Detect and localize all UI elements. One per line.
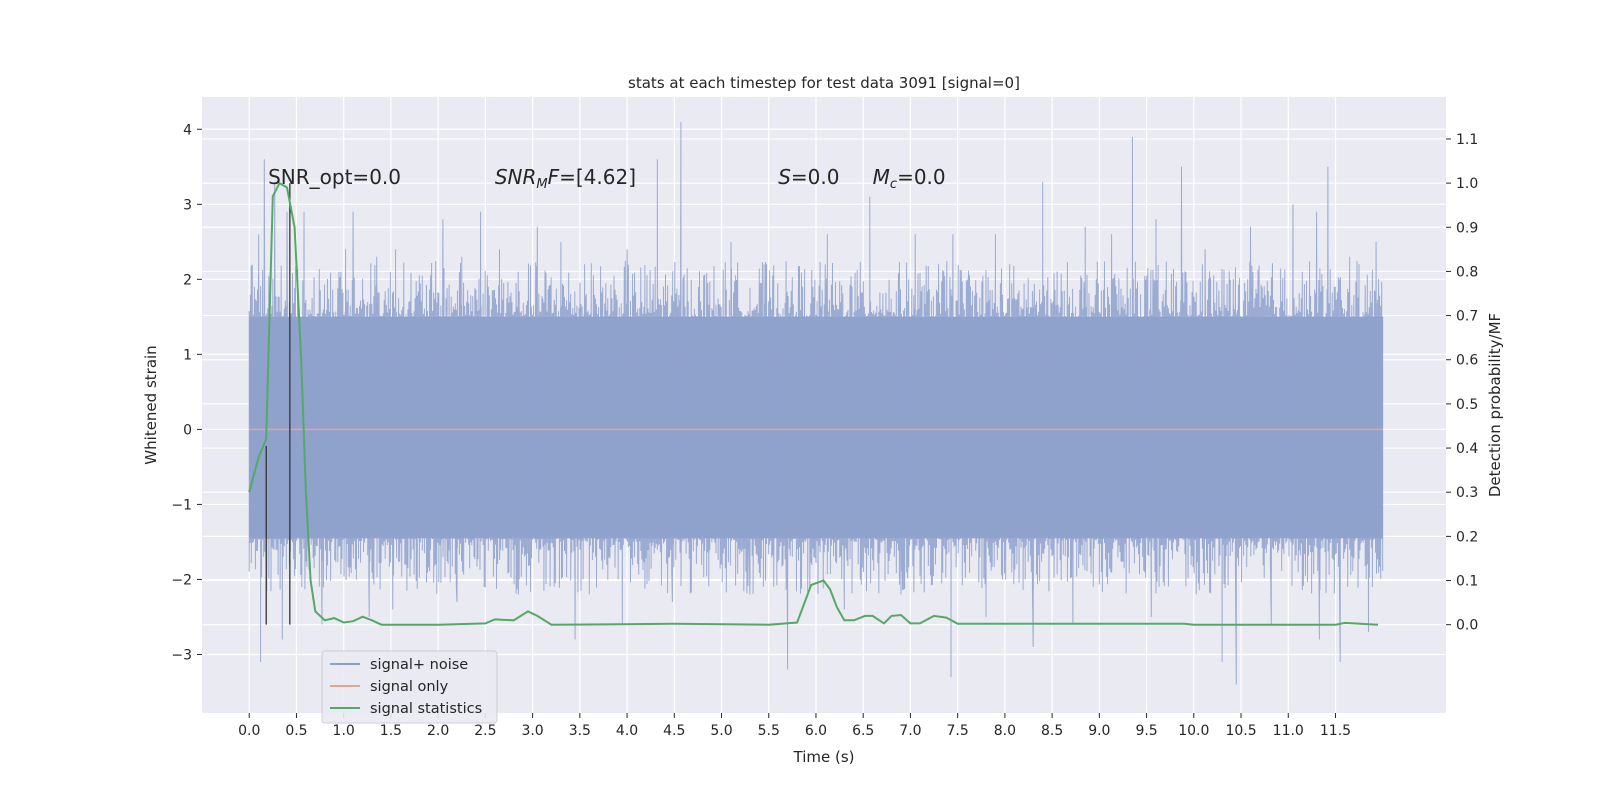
y-tick-label: −3 [171,647,192,663]
y-right-axis-label: Detection probability/MF [1486,313,1504,497]
x-tick-label: 5.5 [758,723,780,739]
x-axis-label: Time (s) [793,748,855,766]
x-tick-label: 0.5 [285,723,307,739]
annotation-text: SNRMF=[4.62] [495,165,636,192]
y-tick-label: 0 [183,422,192,438]
y-right-tick-label: 1.1 [1456,132,1478,148]
y-right-tick-label: 1.0 [1456,176,1478,192]
x-tick-label: 6.5 [852,723,874,739]
y-right-tick-label: 0.3 [1456,485,1478,501]
x-tick-label: 1.5 [380,723,402,739]
y-right-tick-label: 0.8 [1456,264,1478,280]
y-right-tick-label: 0.2 [1456,529,1478,545]
x-tick-label: 1.0 [333,723,355,739]
x-tick-label: 3.0 [521,723,543,739]
signal-noise-series [248,121,1384,685]
x-tick-label: 9.0 [1088,723,1110,739]
y-right-tick-label: 0.0 [1456,618,1478,634]
annotations: SNR_opt=0.0 SNRMF=[4.62] S=0.0 Mc=0.0 [268,165,946,192]
x-tick-label: 11.5 [1320,723,1351,739]
y-axis-label: Whitened strain [142,345,160,464]
y-tick-label: 4 [183,122,192,138]
y-right-tick-label: 0.5 [1456,397,1478,413]
y-tick-label: 1 [183,347,192,363]
annotation-text: SNR_opt=0.0 [268,165,401,189]
annotation-text: S=0.0 [778,165,839,189]
y-axis-ticks: −3 −2 −1 0 1 2 3 4 [171,122,202,663]
y-right-tick-label: 0.9 [1456,220,1478,236]
x-tick-label: 5.0 [710,723,732,739]
legend-label-signal-only: signal only [370,679,449,695]
x-tick-label: 7.0 [899,723,921,739]
x-tick-label: 10.5 [1225,723,1256,739]
y-right-tick-label: 0.6 [1456,353,1478,369]
x-tick-label: 4.0 [616,723,638,739]
y-right-tick-label: 0.1 [1456,574,1478,590]
x-axis-ticks: 0.0 0.5 1.0 1.5 2.0 2.5 3.0 3.5 4.0 4.5 5.0 5.5 6.0 6… [238,713,1351,739]
y-right-axis-ticks: 0.0 0.1 0.2 0.3 0.4 0.5 0.6 0.7 0.8 0.9 1.0 1.1 [1446,132,1478,634]
x-tick-label: 4.5 [663,723,685,739]
legend-label-signal-statistics: signal statistics [370,701,482,717]
chart-title: stats at each timestep for test data 309… [628,74,1020,92]
y-tick-label: 2 [183,272,192,288]
x-tick-label: 2.5 [474,723,496,739]
x-tick-label: 2.0 [427,723,449,739]
x-tick-label: 3.5 [569,723,591,739]
legend-box [321,650,498,724]
x-tick-label: 10.0 [1178,723,1209,739]
x-tick-label: 7.5 [947,723,969,739]
legend: signal+ noise signal only signal statist… [321,650,498,724]
x-tick-label: 11.0 [1273,723,1304,739]
legend-label-signal-noise: signal+ noise [370,657,468,673]
x-tick-label: 8.0 [994,723,1016,739]
vertical-markers [265,183,291,625]
y-tick-label: 3 [183,197,192,213]
x-tick-label: 0.0 [238,723,260,739]
x-tick-label: 6.0 [805,723,827,739]
signal-noise-line [248,121,1384,685]
x-tick-label: 8.5 [1041,723,1063,739]
y-right-tick-label: 0.4 [1456,441,1478,457]
signal-statistics-series [248,181,1379,626]
y-tick-label: −1 [171,497,192,513]
y-right-tick-label: 0.7 [1456,309,1478,325]
x-tick-label: 9.5 [1135,723,1157,739]
y-tick-label: −2 [171,572,192,588]
annotation-text: Mc=0.0 [873,165,946,192]
signal-statistics-line [248,181,1379,626]
